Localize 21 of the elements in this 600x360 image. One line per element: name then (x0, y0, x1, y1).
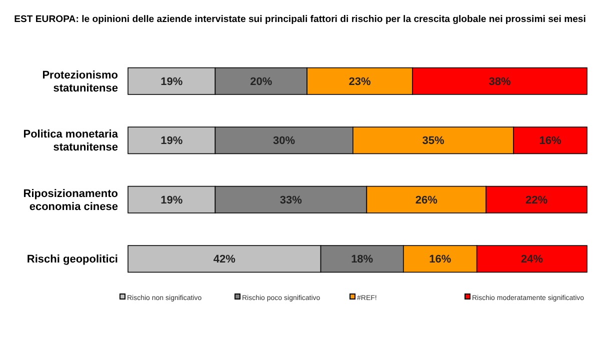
data-label: 35% (422, 135, 444, 148)
data-label: 20% (250, 76, 272, 88)
data-label: 38% (488, 76, 512, 88)
data-label: 33% (280, 194, 302, 206)
y-tick-label: Protezionismo statunitense (42, 69, 118, 94)
data-label: 18% (351, 254, 374, 266)
data-label: 19% (160, 76, 183, 88)
data-label: 19% (160, 135, 183, 148)
data-label: 16% (429, 254, 452, 266)
data-label: 24% (520, 254, 544, 266)
y-tick-label: Politica monetaria statunitense (23, 128, 119, 154)
data-label: 16% (539, 135, 562, 148)
data-label: 19% (160, 194, 183, 206)
y-tick-label: Rischi geopolitici (26, 254, 118, 266)
data-label: 26% (415, 194, 438, 206)
data-label: 22% (525, 194, 548, 206)
chart-title: EST EUROPA: le opinioni delle aziende intervistate sui principali fattori di rischio per la crescita globale nei prossimi sei mesi (14, 14, 586, 25)
data-label: 23% (348, 76, 372, 88)
data-label: 30% (273, 135, 296, 148)
y-tick-label: Riposizionamento economia cinese (23, 188, 118, 213)
data-label: 42% (213, 254, 236, 266)
